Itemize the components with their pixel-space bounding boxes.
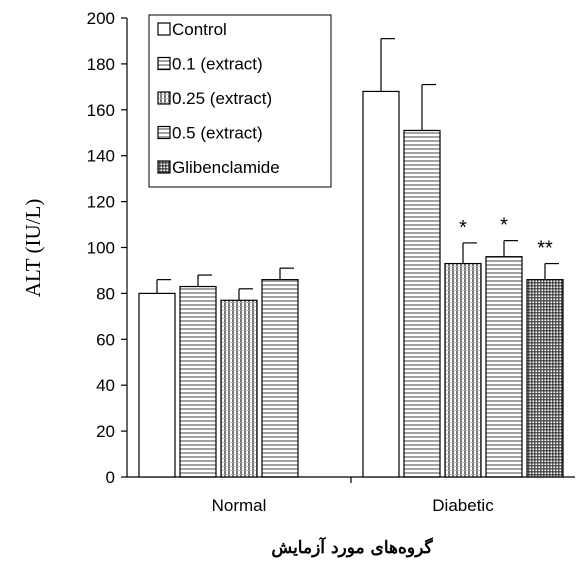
y-tick-label: 20 — [96, 422, 115, 441]
y-tick-label: 80 — [96, 284, 115, 303]
bar — [444, 262, 482, 478]
bar — [485, 256, 523, 478]
x-category-label: Diabetic — [432, 496, 494, 515]
error-bars — [156, 38, 559, 301]
bar — [220, 299, 258, 478]
bar — [138, 292, 176, 478]
significance-marker: * — [500, 215, 508, 237]
bars — [138, 90, 564, 478]
legend-swatch — [157, 125, 171, 140]
bar — [261, 279, 299, 478]
legend-swatch — [157, 56, 171, 71]
y-tick-label: 40 — [96, 376, 115, 395]
x-category-label: Normal — [212, 496, 267, 515]
legend-label: 0.1 (extract) — [172, 55, 263, 74]
legend-label: 0.5 (extract) — [172, 124, 263, 143]
x-category-labels: Normal Diabetic — [212, 496, 495, 515]
y-tick-label: 160 — [87, 101, 115, 120]
significance-marker: ** — [537, 238, 553, 260]
bar — [526, 279, 564, 478]
y-tick-label: 200 — [87, 9, 115, 28]
bar — [362, 90, 400, 478]
y-tick-label: 100 — [87, 239, 115, 258]
legend: Control 0.1 (extract) 0.25 (extract) 0.5 (e… — [148, 14, 332, 188]
legend-swatch — [157, 91, 171, 105]
legend-frame — [148, 14, 332, 188]
y-tick-label: 180 — [87, 55, 115, 74]
significance-marker: * — [459, 217, 467, 239]
y-tick-label: 140 — [87, 147, 115, 166]
bar — [403, 129, 441, 478]
y-ticks: 0 20 40 60 80 100 120 140 160 180 200 — [87, 9, 127, 487]
significance-markers: * *** — [459, 215, 553, 260]
legend-label: Glibenclamide — [172, 158, 280, 177]
legend-label: Control — [172, 20, 227, 39]
y-tick-label: 0 — [106, 468, 115, 487]
y-axis-label: ALT (IU/L) — [21, 199, 45, 298]
y-tick-label: 60 — [96, 330, 115, 349]
legend-swatch — [157, 160, 171, 174]
legend-label: 0.25 (extract) — [172, 89, 272, 108]
x-axis-label: گروه‌های مورد آزمایش — [271, 536, 433, 558]
y-tick-label: 120 — [87, 193, 115, 212]
legend-swatch — [157, 22, 171, 36]
bar — [179, 285, 217, 478]
